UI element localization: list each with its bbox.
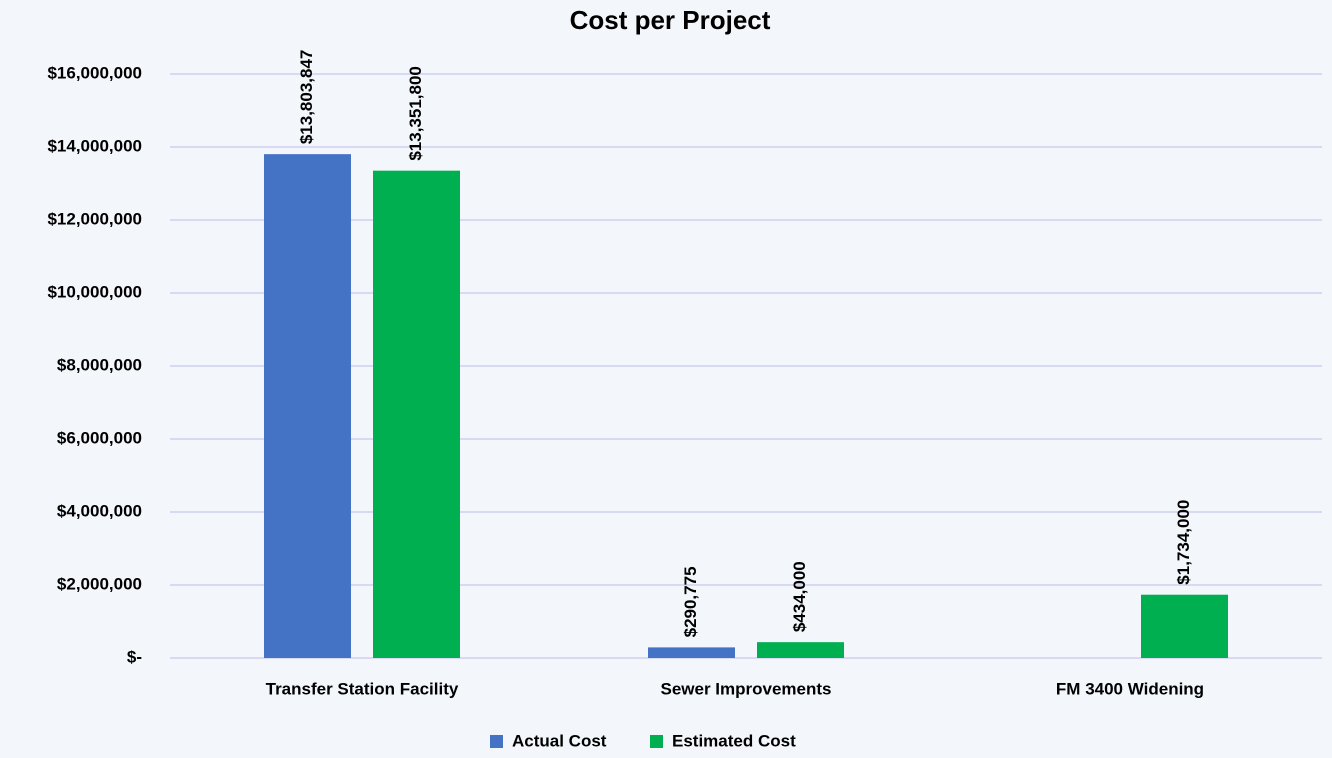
legend-swatch <box>490 735 503 748</box>
bar <box>648 647 735 658</box>
legend-swatch <box>650 735 663 748</box>
data-label: $290,775 <box>681 566 700 637</box>
y-tick-label: $8,000,000 <box>57 355 142 374</box>
legend-label: Actual Cost <box>512 731 607 750</box>
y-tick-label: $16,000,000 <box>47 63 142 82</box>
bar <box>373 170 460 658</box>
data-label: $13,803,847 <box>297 50 316 145</box>
y-tick-label: $10,000,000 <box>47 282 142 301</box>
data-label: $434,000 <box>790 561 809 632</box>
bar <box>264 154 351 658</box>
y-tick-label: $4,000,000 <box>57 501 142 520</box>
y-tick-label: $14,000,000 <box>47 136 142 155</box>
data-label: $13,351,800 <box>406 66 425 161</box>
data-label: $1,734,000 <box>1174 500 1193 585</box>
y-tick-label: $2,000,000 <box>57 574 142 593</box>
chart-title: Cost per Project <box>570 5 771 35</box>
y-tick-label: $12,000,000 <box>47 209 142 228</box>
x-tick-label: FM 3400 Widening <box>1056 679 1204 698</box>
y-tick-label: $- <box>127 647 142 666</box>
bar <box>1141 594 1228 658</box>
x-tick-label: Sewer Improvements <box>660 679 831 698</box>
x-tick-label: Transfer Station Facility <box>266 679 459 698</box>
y-tick-label: $6,000,000 <box>57 428 142 447</box>
bar <box>757 642 844 658</box>
legend-label: Estimated Cost <box>672 731 796 750</box>
